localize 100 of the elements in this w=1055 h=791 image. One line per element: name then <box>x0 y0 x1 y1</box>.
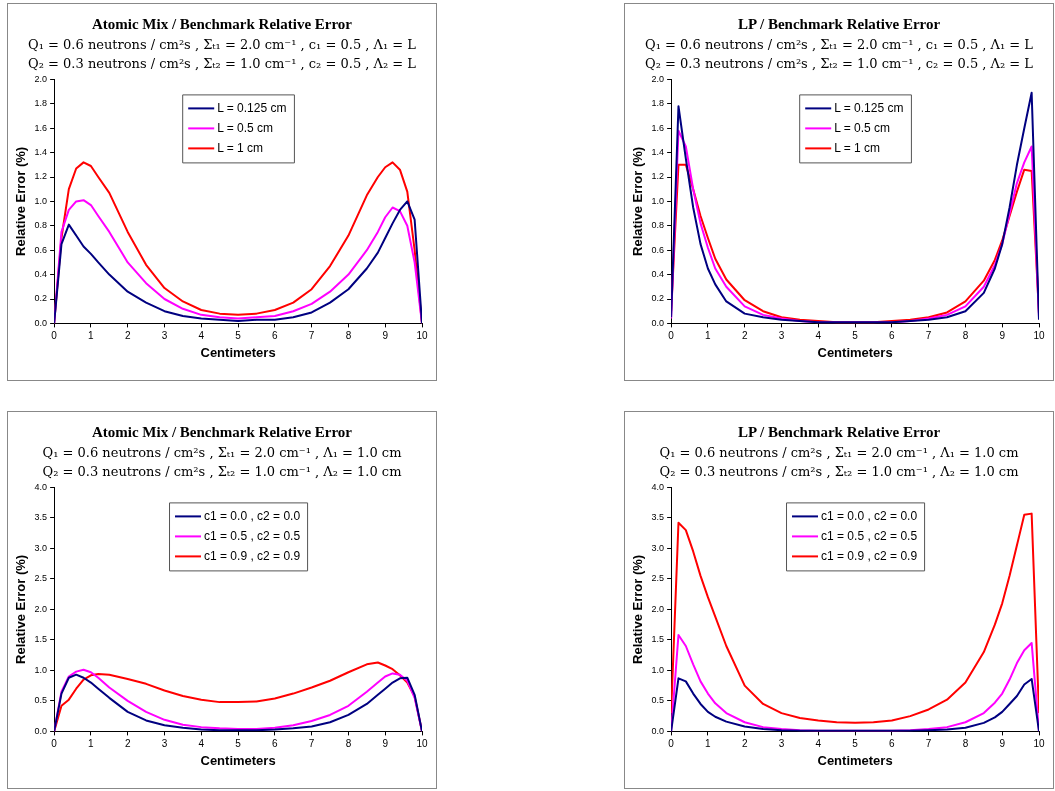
y-tick-label: 1.2 <box>651 171 665 182</box>
y-tick-label: 1.2 <box>34 171 48 182</box>
legend-label: c1 = 0.9 , c2 = 0.9 <box>204 548 301 563</box>
y-axis-title: Relative Error (%) <box>13 554 29 664</box>
y-tick-label: 1.5 <box>651 634 665 645</box>
x-tick-label: 6 <box>889 330 896 342</box>
x-axis-title: Centimeters <box>817 344 893 360</box>
y-tick-label: 2.0 <box>34 73 48 84</box>
chart-subtitle: Q₁ = 0.6 neutrons / cm²s , Σₜ₁ = 2.0 cm⁻¹ , Λ₁ = 1.0 cm Q₂ = 0.3 neutrons / cm²s , Σₜ₂ = 1.0 cm⁻¹ , Λ₂ = 1.0 cm <box>41 445 403 479</box>
legend-label: c1 = 0.9 , c2 = 0.9 <box>821 548 918 563</box>
y-tick-label: 0.6 <box>651 244 665 255</box>
y-tick-label: 0.8 <box>34 220 48 231</box>
x-tick-label: 5 <box>852 330 859 342</box>
chart-subtitle: Q₁ = 0.6 neutrons / cm²s , Σₜ₁ = 2.0 cm⁻¹ , Λ₁ = 1.0 cm Q₂ = 0.3 neutrons / cm²s , Σₜ₂ = 1.0 cm⁻¹ , Λ₂ = 1.0 cm <box>658 445 1020 479</box>
legend-label: L = 0.5 cm <box>217 120 274 135</box>
y-tick-label: 1.4 <box>34 147 48 158</box>
x-tick-label: 5 <box>235 738 242 750</box>
y-tick-label: 0.4 <box>34 269 48 280</box>
legend-label: c1 = 0.0 , c2 = 0.0 <box>204 508 301 523</box>
x-tick-label: 8 <box>345 738 352 750</box>
x-tick-label: 2 <box>741 738 748 750</box>
x-tick-label: 0 <box>668 738 675 750</box>
x-tick-label: 0 <box>668 330 675 342</box>
x-tick-label: 0 <box>51 330 58 342</box>
x-tick-label: 2 <box>124 738 131 750</box>
y-tick-label: 1.0 <box>34 664 48 675</box>
x-tick-label: 9 <box>382 330 389 342</box>
x-tick-label: 3 <box>778 738 785 750</box>
legend-label: c1 = 0.5 , c2 = 0.5 <box>204 528 301 543</box>
legend-label: L = 1 cm <box>834 140 881 155</box>
x-tick-label: 5 <box>852 738 859 750</box>
x-tick-label: 6 <box>272 330 279 342</box>
legend-label: L = 0.125 cm <box>217 100 287 115</box>
x-tick-label: 6 <box>889 738 896 750</box>
y-tick-label: 0.6 <box>34 244 48 255</box>
x-tick-label: 7 <box>308 738 315 750</box>
chart-subtitle: Q₁ = 0.6 neutrons / cm²s , Σₜ₁ = 2.0 cm⁻¹ , c₁ = 0.5 , Λ₁ = L Q₂ = 0.3 neutrons / cm²s , Σₜ₂ = 1.0 cm⁻¹ , c₂ = 0.5 , Λ₂ = L <box>644 37 1034 71</box>
x-tick-label: 10 <box>1033 330 1045 342</box>
y-axis-title: Relative Error (%) <box>630 554 646 664</box>
y-axis-title: Relative Error (%) <box>630 146 646 256</box>
y-tick-label: 0.4 <box>651 269 665 280</box>
x-tick-label: 8 <box>345 330 352 342</box>
y-tick-label: 1.0 <box>651 664 665 675</box>
y-tick-label: 0.5 <box>34 695 48 706</box>
y-tick-label: 3.0 <box>651 542 665 553</box>
x-tick-label: 9 <box>999 330 1006 342</box>
y-tick-label: 1.8 <box>34 98 48 109</box>
x-tick-label: 3 <box>161 330 168 342</box>
y-tick-label: 0.2 <box>34 293 48 304</box>
y-tick-label: 1.8 <box>651 98 665 109</box>
y-tick-label: 0.0 <box>651 725 665 736</box>
x-tick-label: 3 <box>778 330 785 342</box>
x-tick-label: 4 <box>198 330 205 342</box>
chart-title: Atomic Mix / Benchmark Relative Error <box>90 16 354 33</box>
y-tick-label: 1.0 <box>34 195 48 206</box>
y-tick-label: 4.0 <box>34 481 48 492</box>
chart-title: Atomic Mix / Benchmark Relative Error <box>90 424 354 441</box>
y-tick-label: 0.5 <box>651 695 665 706</box>
y-tick-label: 0.0 <box>651 317 665 328</box>
y-tick-label: 0.0 <box>34 317 48 328</box>
y-tick-label: 1.5 <box>34 634 48 645</box>
x-tick-label: 1 <box>705 330 712 342</box>
x-tick-label: 8 <box>962 330 969 342</box>
x-tick-label: 2 <box>741 330 748 342</box>
y-tick-label: 1.6 <box>651 122 665 133</box>
y-tick-label: 1.4 <box>651 147 665 158</box>
y-tick-label: 3.5 <box>651 512 665 523</box>
legend-label: c1 = 0.0 , c2 = 0.0 <box>821 508 918 523</box>
y-tick-label: 0.8 <box>651 220 665 231</box>
y-tick-label: 1.0 <box>651 195 665 206</box>
x-tick-label: 10 <box>1033 738 1045 750</box>
chart-subtitle: Q₁ = 0.6 neutrons / cm²s , Σₜ₁ = 2.0 cm⁻¹ , c₁ = 0.5 , Λ₁ = L Q₂ = 0.3 neutrons / cm²s , Σₜ₂ = 1.0 cm⁻¹ , c₂ = 0.5 , Λ₂ = L <box>27 37 417 71</box>
x-tick-label: 9 <box>382 738 389 750</box>
x-tick-label: 10 <box>416 738 428 750</box>
legend-label: L = 0.5 cm <box>834 120 891 135</box>
x-tick-label: 7 <box>308 330 315 342</box>
y-tick-label: 4.0 <box>651 481 665 492</box>
x-axis-title: Centimeters <box>200 752 276 768</box>
y-tick-label: 2.5 <box>34 573 48 584</box>
x-tick-label: 7 <box>925 738 932 750</box>
x-tick-label: 1 <box>88 738 95 750</box>
x-tick-label: 2 <box>124 330 131 342</box>
x-tick-label: 0 <box>51 738 58 750</box>
x-tick-label: 1 <box>705 738 712 750</box>
y-tick-label: 1.6 <box>34 122 48 133</box>
y-tick-label: 2.0 <box>651 73 665 84</box>
y-tick-label: 2.0 <box>651 603 665 614</box>
x-axis-title: Centimeters <box>817 752 893 768</box>
x-tick-label: 5 <box>235 330 242 342</box>
legend-label: L = 0.125 cm <box>834 100 904 115</box>
y-tick-label: 2.0 <box>34 603 48 614</box>
y-tick-label: 0.0 <box>34 725 48 736</box>
y-tick-label: 2.5 <box>651 573 665 584</box>
legend-label: c1 = 0.5 , c2 = 0.5 <box>821 528 918 543</box>
y-tick-label: 3.0 <box>34 542 48 553</box>
x-tick-label: 3 <box>161 738 168 750</box>
x-axis-title: Centimeters <box>200 344 276 360</box>
x-tick-label: 4 <box>815 738 822 750</box>
x-tick-label: 8 <box>962 738 969 750</box>
legend-label: L = 1 cm <box>217 140 264 155</box>
